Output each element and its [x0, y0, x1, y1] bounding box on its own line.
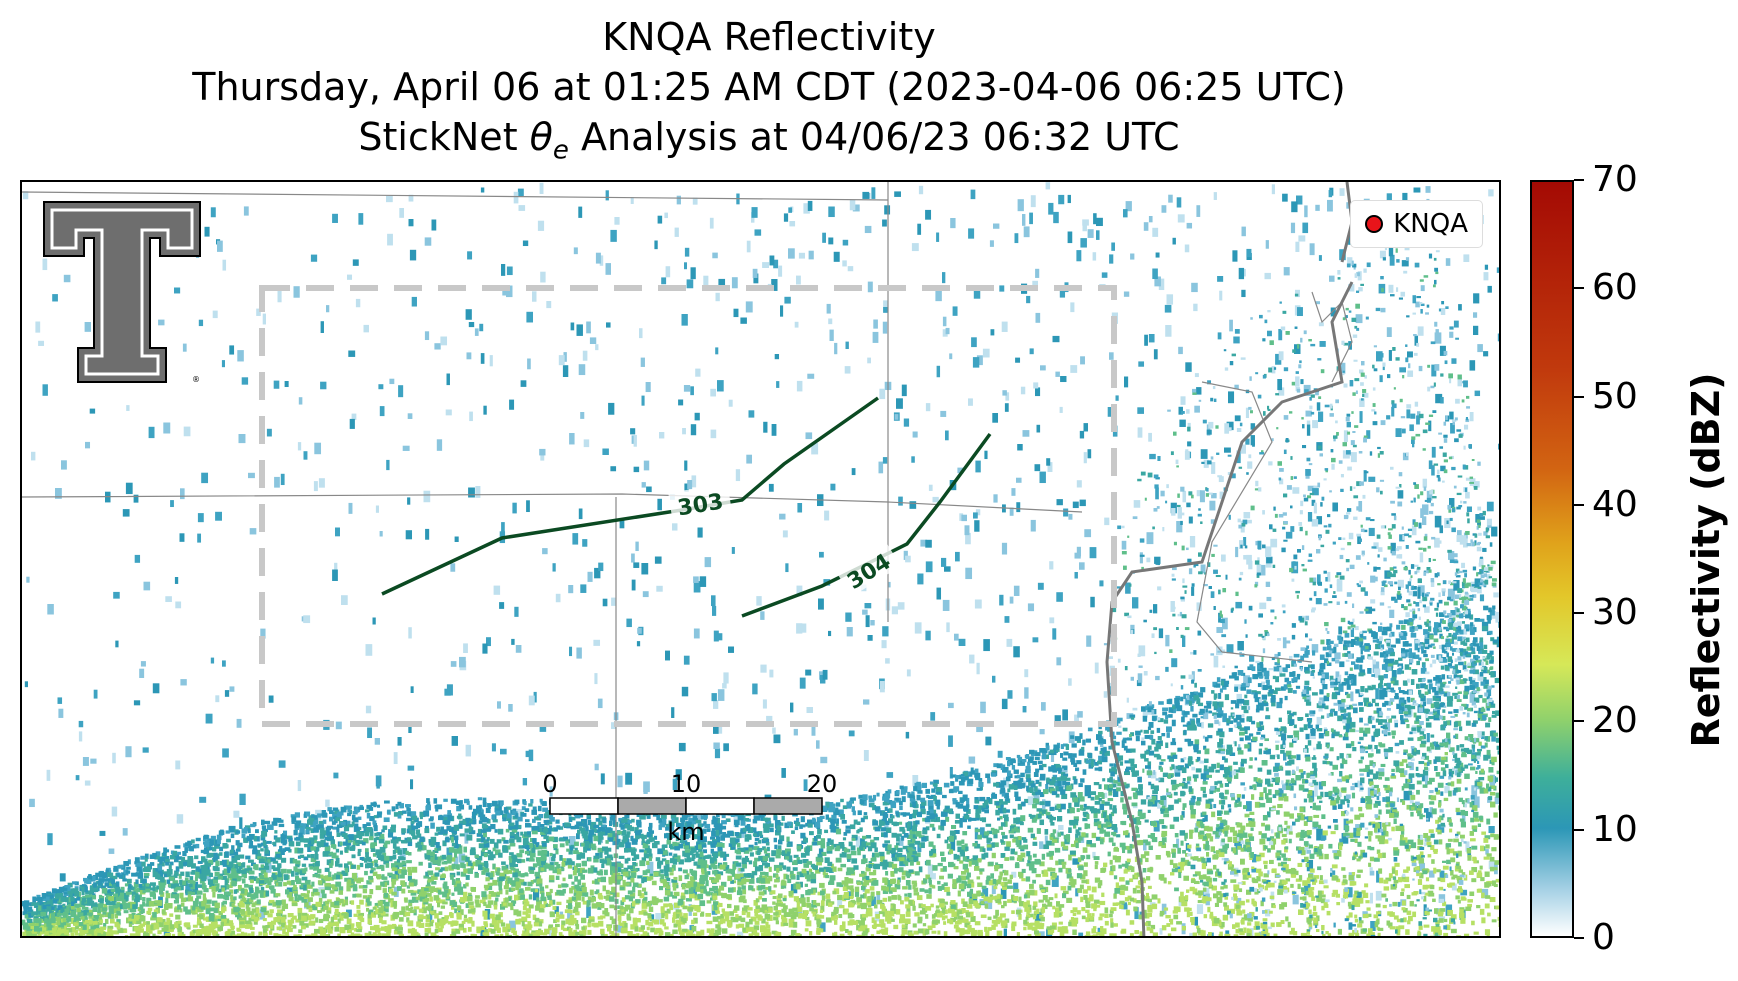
road-network	[1196, 381, 1313, 663]
scale-bar: 0 10 20 km	[542, 770, 837, 846]
colorbar-tick-label: 30	[1592, 592, 1638, 634]
chart-subtitle-time: Thursday, April 06 at 01:25 AM CDT (2023…	[192, 65, 1346, 109]
legend-label: KNQA	[1393, 209, 1468, 239]
colorbar-tick-mark	[1574, 287, 1584, 290]
colorbar-tick-mark	[1574, 179, 1584, 181]
colorbar-tick-mark	[1574, 395, 1584, 398]
county-line-mid	[22, 493, 1083, 513]
scale-bar-segment	[549, 797, 619, 815]
chart-title: KNQA Reflectivity	[602, 15, 936, 59]
scale-bar-tick: 20	[807, 770, 838, 798]
colorbar-tick-mark	[1574, 612, 1584, 615]
radar-map-canvas: 303 304 0 10 20 km	[22, 182, 1499, 936]
state-border	[1105, 281, 1354, 936]
colorbar-tick-mark	[1574, 828, 1584, 831]
county-boundaries	[22, 182, 1353, 936]
theta-e-contour-303	[381, 396, 880, 596]
colorbar-tick-mark	[1574, 937, 1584, 939]
colorbar-tick-label: 20	[1592, 700, 1638, 742]
scale-bar-unit: km	[667, 818, 704, 846]
scale-bar-segment	[617, 797, 687, 815]
colorbar-tick-label: 10	[1592, 808, 1638, 850]
double-t-outline	[43, 201, 201, 383]
scale-bar-tick: 10	[671, 770, 702, 798]
road-network-east	[1311, 291, 1353, 383]
theta-e-contour-304	[741, 432, 992, 618]
radar-map[interactable]: 303 304 0 10 20 km KNQA	[20, 180, 1501, 938]
colorbar-label: Reflectivity (dBZ)	[1684, 372, 1728, 748]
colorbar-tick-label: 50	[1592, 375, 1638, 417]
chart-subtitle-analysis: StickNet θe Analysis at 04/06/23 06:32 U…	[358, 115, 1180, 166]
colorbar-tick-label: 60	[1592, 267, 1638, 309]
colorbar-tick-mark	[1574, 720, 1584, 723]
radar-site-marker-icon	[1365, 215, 1384, 233]
scale-bar-segment	[685, 797, 755, 815]
colorbar-tick-label: 40	[1592, 483, 1638, 525]
scale-bar-tick: 0	[542, 770, 557, 798]
scale-bar-segment	[753, 797, 823, 815]
colorbar-tick-label: 70	[1592, 159, 1638, 200]
contour-label-bg-304	[836, 542, 901, 597]
colorbar-tick-mark	[1574, 503, 1584, 506]
contour-label-bg-303	[668, 483, 732, 521]
map-legend: KNQA	[1350, 200, 1483, 248]
double-t-inline	[50, 208, 194, 376]
colorbar	[1530, 180, 1574, 938]
county-line-north	[22, 191, 889, 201]
texas-tech-logo: ®	[43, 201, 201, 384]
analysis-domain-box	[259, 285, 1117, 727]
reflectivity-echoes	[22, 182, 1499, 936]
colorbar-tick-label: 0	[1592, 917, 1615, 958]
